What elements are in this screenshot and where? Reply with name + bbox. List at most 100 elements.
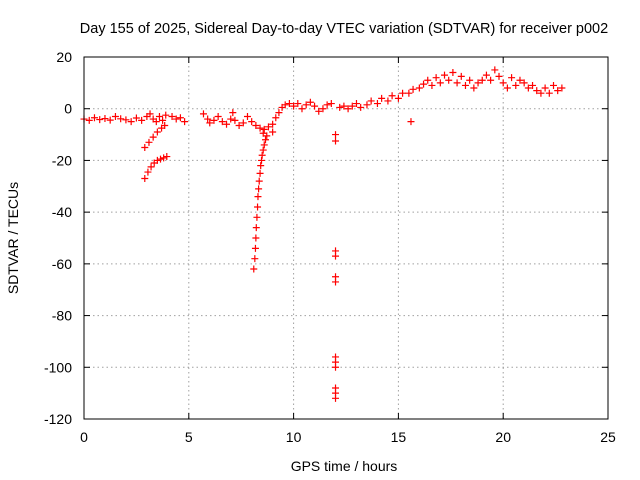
data-point-plus-marker xyxy=(298,105,306,113)
data-point-plus-marker xyxy=(155,112,163,120)
data-point-plus-marker xyxy=(367,97,375,105)
data-point-plus-marker xyxy=(157,155,165,163)
data-point-plus-marker xyxy=(229,109,237,117)
data-point-plus-marker xyxy=(210,116,218,124)
data-point-plus-marker xyxy=(405,89,413,97)
data-point-plus-marker xyxy=(332,278,340,286)
data-point-plus-marker xyxy=(508,74,516,82)
data-point-plus-marker xyxy=(327,100,335,108)
data-point-plus-marker xyxy=(394,94,402,102)
data-point-plus-marker xyxy=(336,103,344,111)
data-point-plus-marker xyxy=(161,122,169,130)
data-point-plus-marker xyxy=(275,109,283,117)
data-point-plus-marker xyxy=(153,128,161,136)
data-point-plus-marker xyxy=(239,119,247,127)
data-point-plus-marker xyxy=(384,97,392,105)
data-point-plus-marker xyxy=(474,79,482,87)
data-point-plus-marker xyxy=(204,115,212,123)
data-point-plus-marker xyxy=(424,76,432,84)
data-point-plus-marker xyxy=(378,94,386,102)
data-point-plus-marker xyxy=(152,118,160,126)
data-point-plus-marker xyxy=(281,101,289,109)
data-point-plus-marker xyxy=(227,115,235,123)
data-point-plus-marker xyxy=(117,115,125,123)
data-point-plus-marker xyxy=(250,265,258,273)
data-point-plus-marker xyxy=(311,102,319,110)
data-point-plus-marker xyxy=(294,100,302,108)
data-point-plus-marker xyxy=(290,102,298,110)
y-tick-label: -60 xyxy=(52,256,72,272)
data-points xyxy=(80,66,566,402)
data-point-plus-marker xyxy=(138,116,146,124)
data-point-plus-marker xyxy=(520,79,528,87)
data-point-plus-marker xyxy=(141,175,149,183)
data-point-plus-marker xyxy=(533,87,541,95)
data-point-plus-marker xyxy=(554,87,562,95)
data-point-plus-marker xyxy=(256,169,264,177)
y-tick-label: -20 xyxy=(52,152,72,168)
data-point-plus-marker xyxy=(160,154,168,162)
data-point-plus-marker xyxy=(399,89,407,97)
data-point-plus-marker xyxy=(332,137,340,145)
data-point-plus-marker xyxy=(96,116,104,124)
data-point-plus-marker xyxy=(199,110,207,118)
data-point-plus-marker xyxy=(206,119,214,127)
data-point-plus-marker xyxy=(254,203,262,211)
data-point-plus-marker xyxy=(262,136,270,144)
data-point-plus-marker xyxy=(409,85,417,93)
data-point-plus-marker xyxy=(323,101,331,109)
y-tick-label: -40 xyxy=(52,204,72,220)
data-point-plus-marker xyxy=(127,118,135,126)
data-point-plus-marker xyxy=(122,116,130,124)
data-point-plus-marker xyxy=(461,81,469,89)
data-point-plus-marker xyxy=(332,394,340,402)
data-point-plus-marker xyxy=(285,100,293,108)
data-point-plus-marker xyxy=(145,138,153,146)
data-point-plus-marker xyxy=(248,118,256,126)
data-point-plus-marker xyxy=(529,81,537,89)
data-point-plus-marker xyxy=(272,114,280,122)
data-point-plus-marker xyxy=(168,112,176,120)
y-tick-label: 20 xyxy=(56,49,72,65)
data-point-plus-marker xyxy=(218,118,226,126)
data-point-plus-marker xyxy=(258,151,266,159)
x-tick-label: 25 xyxy=(600,429,616,445)
data-point-plus-marker xyxy=(162,111,170,119)
data-point-plus-marker xyxy=(428,81,436,89)
x-tick-label: 20 xyxy=(495,429,511,445)
y-axis-label: SDTVAR / TECUs xyxy=(5,182,21,294)
data-point-plus-marker xyxy=(176,114,184,122)
data-point-plus-marker xyxy=(545,89,553,97)
data-point-plus-marker xyxy=(306,98,314,106)
data-point-plus-marker xyxy=(252,122,260,130)
data-point-plus-marker xyxy=(491,66,499,74)
data-point-plus-marker xyxy=(252,224,260,232)
data-point-plus-marker xyxy=(263,132,271,140)
data-point-plus-marker xyxy=(363,101,371,109)
data-point-plus-marker xyxy=(352,100,360,108)
data-point-plus-marker xyxy=(147,163,155,171)
y-tick-label: -100 xyxy=(44,359,72,375)
data-point-plus-marker xyxy=(132,114,140,122)
data-point-plus-marker xyxy=(253,213,261,221)
data-point-plus-marker xyxy=(373,100,381,108)
axis-ticks: 0 5 10 15 20 25 -120 -100 -80 -60 -40 -20 0 20 xyxy=(44,49,616,445)
data-point-plus-marker xyxy=(214,112,222,120)
data-point-plus-marker xyxy=(255,177,263,185)
data-point-plus-marker xyxy=(141,144,149,151)
data-point-plus-marker xyxy=(235,122,243,130)
grid-lines xyxy=(84,57,608,419)
data-point-plus-marker xyxy=(449,69,457,77)
data-point-plus-marker xyxy=(332,252,340,260)
y-tick-label: 0 xyxy=(64,101,72,117)
x-axis-label: GPS time / hours xyxy=(291,458,398,474)
data-point-plus-marker xyxy=(259,129,267,137)
data-point-plus-marker xyxy=(315,107,323,115)
data-point-plus-marker xyxy=(106,116,114,124)
data-point-plus-marker xyxy=(512,81,520,89)
data-point-plus-marker xyxy=(223,120,231,128)
data-point-plus-marker xyxy=(251,255,259,263)
data-point-plus-marker xyxy=(348,102,356,110)
data-point-plus-marker xyxy=(482,71,490,79)
